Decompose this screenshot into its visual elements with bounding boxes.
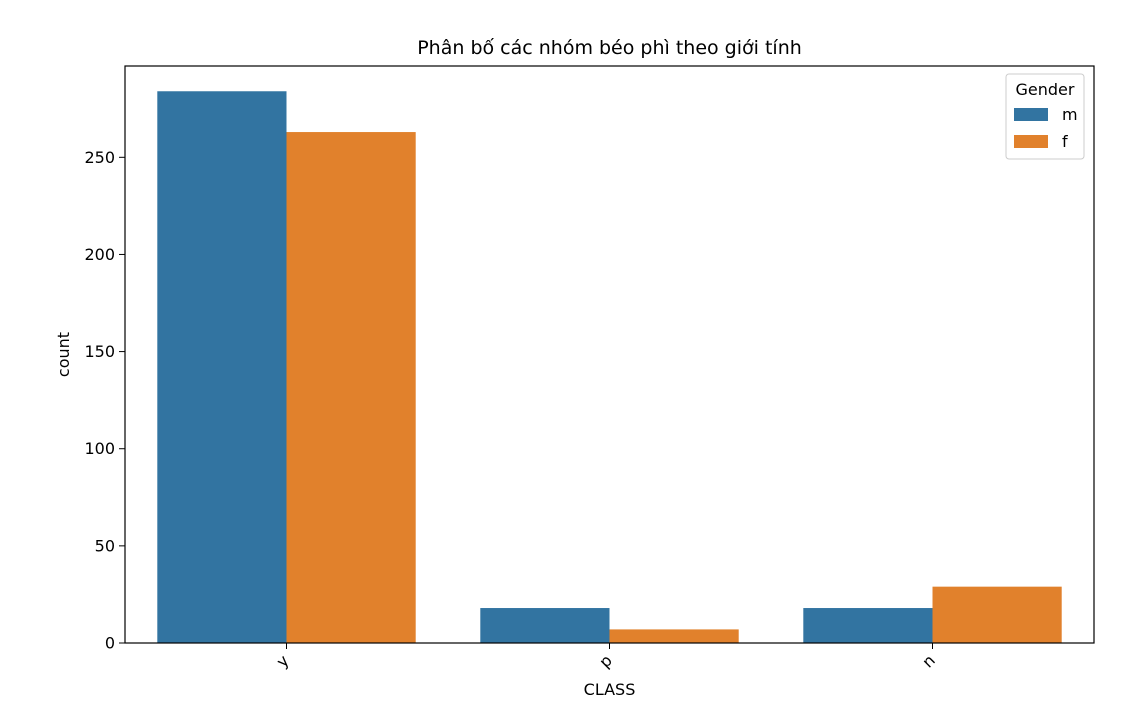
bars-group [157, 91, 1062, 644]
y-tick-label: 100 [84, 439, 115, 458]
legend-swatch-f [1014, 135, 1048, 148]
y-axis: 0 50 100 150 200 250 [84, 148, 125, 653]
bar-m-p [480, 608, 610, 643]
legend-label-m: m [1062, 105, 1078, 124]
y-axis-label: count [54, 332, 73, 377]
y-tick-label: 200 [84, 245, 115, 264]
y-tick-label: 250 [84, 148, 115, 167]
bar-f-p [609, 629, 739, 643]
legend-label-f: f [1062, 132, 1068, 151]
bar-m-n [803, 608, 933, 643]
chart-title: Phân bố các nhóm béo phì theo giới tính [417, 37, 802, 59]
y-tick-label: 0 [105, 634, 115, 653]
y-tick-label: 50 [95, 536, 115, 555]
bar-f-y [286, 132, 416, 643]
bar-m-y [157, 91, 287, 644]
x-axis-label: CLASS [584, 680, 636, 699]
x-tick-label-n: n [918, 651, 939, 672]
legend: Gender mf [1005, 73, 1085, 160]
x-tick-label-y: y [273, 651, 293, 671]
legend-items: mf [1014, 105, 1078, 151]
legend-title: Gender [1016, 80, 1075, 99]
bar-f-n [932, 586, 1062, 643]
y-tick-label: 150 [84, 342, 115, 361]
legend-swatch-m [1014, 108, 1048, 121]
x-tick-label-p: p [595, 651, 616, 672]
